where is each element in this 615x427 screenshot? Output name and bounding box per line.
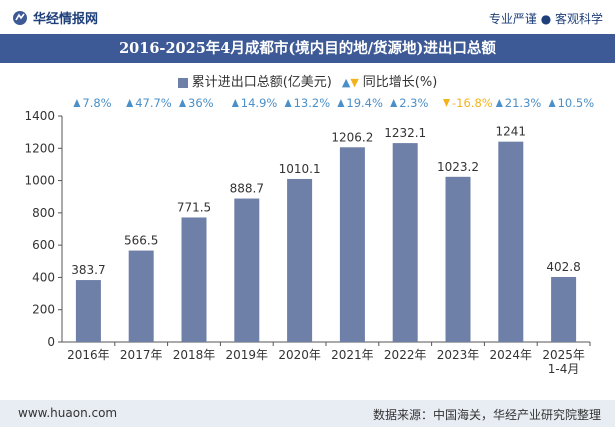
x-tick-label: 2021年 <box>331 348 374 362</box>
bar-value-label: 566.5 <box>124 234 158 248</box>
brand: 华经情报网 <box>12 8 98 27</box>
footer-source: 数据来源：中国海关，华经产业研究院整理 <box>372 408 601 422</box>
bar <box>445 176 471 342</box>
growth-up-marker <box>73 99 81 107</box>
bar <box>234 198 260 342</box>
growth-label: 7.8% <box>82 96 111 110</box>
bar <box>287 178 313 342</box>
growth-up-marker <box>231 99 239 107</box>
legend-item-growth: ▲▼ 同比增长(%) <box>342 71 437 90</box>
y-tick-label: 200 <box>32 303 55 317</box>
legend-bar-label: 累计进出口总额(亿美元) <box>191 75 332 90</box>
triangle-up-icon: ▲ <box>341 76 351 89</box>
growth-up-marker <box>126 99 134 107</box>
brand-name: 华经情报网 <box>33 12 99 27</box>
y-tick-label: 1000 <box>24 174 55 188</box>
bar-value-label: 1023.2 <box>437 160 479 174</box>
bar <box>128 250 154 342</box>
x-tick-label: 2020年 <box>278 348 321 362</box>
x-tick-label: 2022年 <box>384 348 427 362</box>
growth-label: 2.3% <box>399 96 428 110</box>
bar <box>339 147 365 342</box>
x-tick-label: 2017年 <box>120 348 163 362</box>
footer: www.huaon.com 数据来源：中国海关，华经产业研究院整理 <box>0 400 615 427</box>
x-tick-label: 2019年 <box>226 348 269 362</box>
bar-value-label: 1206.2 <box>331 130 373 144</box>
x-tick-label: 2025年 <box>542 348 585 362</box>
growth-label: 47.7% <box>135 96 172 110</box>
footer-url: www.huaon.com <box>18 406 118 420</box>
growth-up-marker <box>337 99 345 107</box>
x-tick-label: 2018年 <box>173 348 216 362</box>
bar-value-label: 771.5 <box>177 200 211 214</box>
bar-value-label: 1241 <box>496 125 527 139</box>
chart-title: 2016-2025年4月成都市(境内目的地/货源地)进出口总额 <box>0 34 615 63</box>
bar-value-label: 1010.1 <box>279 162 321 176</box>
growth-down-marker <box>443 99 450 107</box>
legend-growth-label: 同比增长(%) <box>362 75 438 90</box>
growth-label: 36% <box>188 96 214 110</box>
y-tick-label: 800 <box>32 206 55 220</box>
y-tick-label: 1400 <box>24 109 55 123</box>
x-tick-label: 2023年 <box>437 348 480 362</box>
growth-up-marker <box>284 99 292 107</box>
bar <box>551 276 577 342</box>
triangle-down-icon: ▼ <box>350 76 359 89</box>
tagline: 专业严谨 ● 客观科学 <box>488 12 603 26</box>
growth-up-marker <box>179 99 186 107</box>
bar <box>498 141 524 342</box>
x-tick-label: 2016年 <box>67 348 110 362</box>
bar-value-label: 402.8 <box>546 260 580 274</box>
chart-legend: 累计进出口总额(亿美元) ▲▼ 同比增长(%) <box>0 71 615 90</box>
bar <box>75 280 101 342</box>
top-bar: 华经情报网 专业严谨 ● 客观科学 <box>0 0 615 34</box>
growth-up-marker <box>548 99 556 107</box>
x-tick-label: 1-4月 <box>548 362 580 376</box>
bar-value-label: 888.7 <box>230 182 264 196</box>
bar-value-label: 1232.1 <box>384 126 426 140</box>
growth-label: 19.4% <box>346 96 383 110</box>
x-tick-label: 2024年 <box>490 348 533 362</box>
y-tick-label: 0 <box>47 335 55 349</box>
legend-bar-swatch <box>177 77 188 88</box>
y-tick-label: 600 <box>32 238 55 252</box>
growth-label: 10.5% <box>558 96 595 110</box>
bar <box>181 217 207 342</box>
brand-logo-icon <box>13 10 27 25</box>
growth-label: -16.8% <box>452 96 493 110</box>
growth-label: 13.2% <box>294 96 331 110</box>
growth-up-marker <box>390 99 398 107</box>
bar <box>392 143 418 342</box>
y-tick-label: 1200 <box>24 141 55 155</box>
growth-up-marker <box>495 99 503 107</box>
growth-label: 21.3% <box>505 96 542 110</box>
legend-item-bar: 累计进出口总额(亿美元) <box>177 71 332 90</box>
y-tick-label: 400 <box>32 270 55 284</box>
bar-value-label: 383.7 <box>71 263 105 277</box>
growth-label: 14.9% <box>241 96 278 110</box>
